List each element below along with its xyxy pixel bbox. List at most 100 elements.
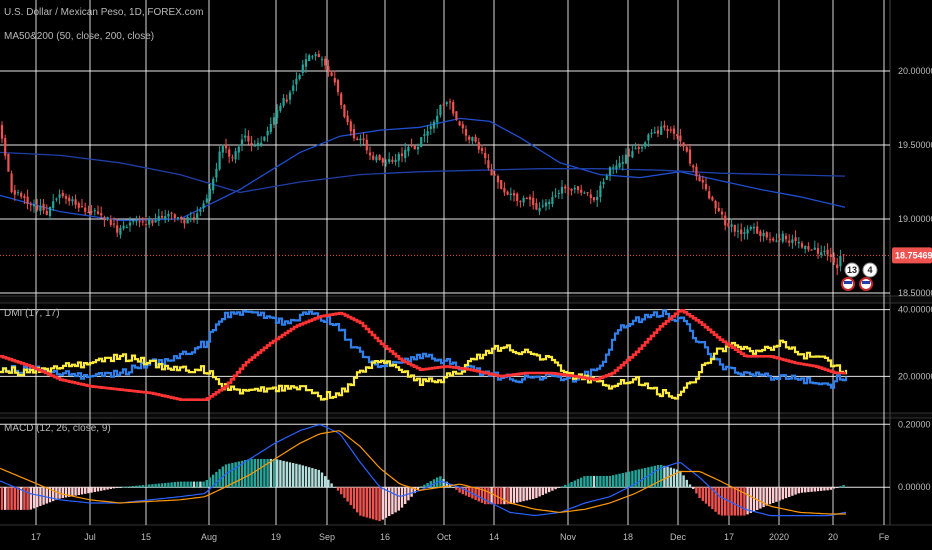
histogram-bar — [269, 458, 272, 488]
histogram-bar — [781, 487, 784, 500]
candle-body — [314, 54, 317, 57]
histogram-bar — [384, 487, 388, 518]
candle-body — [714, 200, 717, 209]
candle-body — [695, 166, 698, 177]
histogram-bar — [429, 481, 432, 488]
y-tick-label: 0.00000 — [898, 482, 931, 492]
histogram-bar — [368, 487, 372, 519]
candle-body — [756, 226, 759, 234]
candle-body — [557, 192, 560, 194]
event-badge-bubble — [844, 262, 860, 278]
histogram-bar — [496, 487, 500, 505]
histogram-bar — [810, 487, 813, 492]
candle-body — [144, 224, 148, 226]
candle-body — [631, 151, 634, 158]
candle-body — [343, 104, 346, 117]
candle-body — [263, 136, 266, 141]
candle-body — [653, 132, 656, 134]
chart-title: U.S. Dollar / Mexican Peso, 1D, FOREX.co… — [4, 7, 204, 18]
candle-body — [551, 196, 554, 205]
candle-body — [80, 206, 84, 208]
candle-body — [554, 195, 557, 197]
candle-body — [13, 190, 16, 195]
dmi-indicator-label[interactable]: DMI (17, 17) — [4, 308, 60, 319]
candle-body — [42, 203, 45, 211]
candle-body — [704, 183, 708, 190]
candle-body — [384, 162, 388, 164]
histogram-bar — [32, 487, 36, 509]
histogram-bar — [640, 468, 644, 488]
candle-body — [448, 101, 452, 103]
histogram-bar — [308, 467, 311, 488]
histogram-bar — [836, 487, 839, 489]
ma-indicator-label[interactable]: MA50&200 (50, close, 200, close) — [4, 31, 155, 42]
macd-indicator-label[interactable]: MACD (12, 26, close, 9) — [4, 423, 111, 434]
candle-body — [218, 151, 221, 170]
candle-body — [455, 111, 458, 120]
candle-body — [410, 145, 413, 147]
candle-body — [432, 121, 436, 129]
histogram-bar — [596, 475, 599, 488]
histogram-bar — [772, 487, 775, 504]
candle-body — [464, 129, 468, 136]
candle-body — [506, 191, 509, 195]
x-tick-label: 16 — [380, 532, 390, 542]
histogram-bar — [717, 487, 720, 515]
candle-body — [266, 130, 269, 136]
histogram-bar — [208, 477, 212, 488]
candle-body — [784, 235, 788, 240]
histogram-bar — [749, 487, 752, 513]
histogram-bar — [234, 462, 237, 488]
candle-body — [260, 142, 263, 145]
candle-body — [167, 213, 170, 217]
candle-body — [794, 237, 797, 242]
candle-body — [23, 196, 26, 199]
candle-body — [644, 142, 647, 147]
histogram-bar — [583, 476, 586, 488]
candle-body — [404, 149, 407, 158]
histogram-bar — [791, 487, 794, 496]
candle-body — [730, 224, 733, 227]
histogram-bar — [356, 487, 359, 513]
candle-body — [535, 203, 538, 210]
y-tick-label: 19.00000 — [898, 214, 932, 224]
histogram-bar — [87, 487, 90, 494]
candle-body — [570, 188, 573, 191]
histogram-bar — [39, 487, 42, 506]
histogram-bar — [730, 487, 733, 516]
candle-body — [90, 211, 93, 213]
histogram-bar — [84, 487, 87, 494]
candle-body — [336, 80, 340, 93]
histogram-bar — [103, 487, 106, 491]
histogram-bar — [701, 487, 704, 501]
candle-body — [388, 159, 391, 163]
histogram-bar — [26, 487, 29, 510]
histogram-bar — [608, 475, 612, 488]
histogram-bar — [647, 467, 650, 488]
candle-body — [87, 211, 90, 213]
candle-body — [356, 138, 359, 141]
histogram-bar — [260, 458, 263, 488]
candle-body — [624, 154, 628, 164]
candle-body — [516, 193, 519, 201]
histogram-bar — [816, 487, 820, 492]
histogram-bar — [77, 487, 80, 496]
histogram-bar — [349, 487, 352, 506]
candle-body — [247, 135, 250, 142]
current-price-tag: 18.75469 — [895, 250, 932, 260]
candle-body — [810, 249, 813, 251]
candle-body — [512, 193, 516, 196]
candle-body — [224, 144, 228, 149]
histogram-bar — [240, 460, 244, 488]
candle-body — [330, 72, 333, 76]
histogram-bar — [125, 486, 128, 488]
histogram-bar — [599, 475, 602, 488]
histogram-bar — [346, 487, 349, 502]
candle-body — [740, 229, 743, 235]
histogram-bar — [564, 484, 567, 488]
histogram-bar — [237, 461, 240, 488]
candle-body — [573, 187, 576, 190]
histogram-bar — [624, 472, 628, 488]
histogram-bar — [420, 486, 423, 488]
